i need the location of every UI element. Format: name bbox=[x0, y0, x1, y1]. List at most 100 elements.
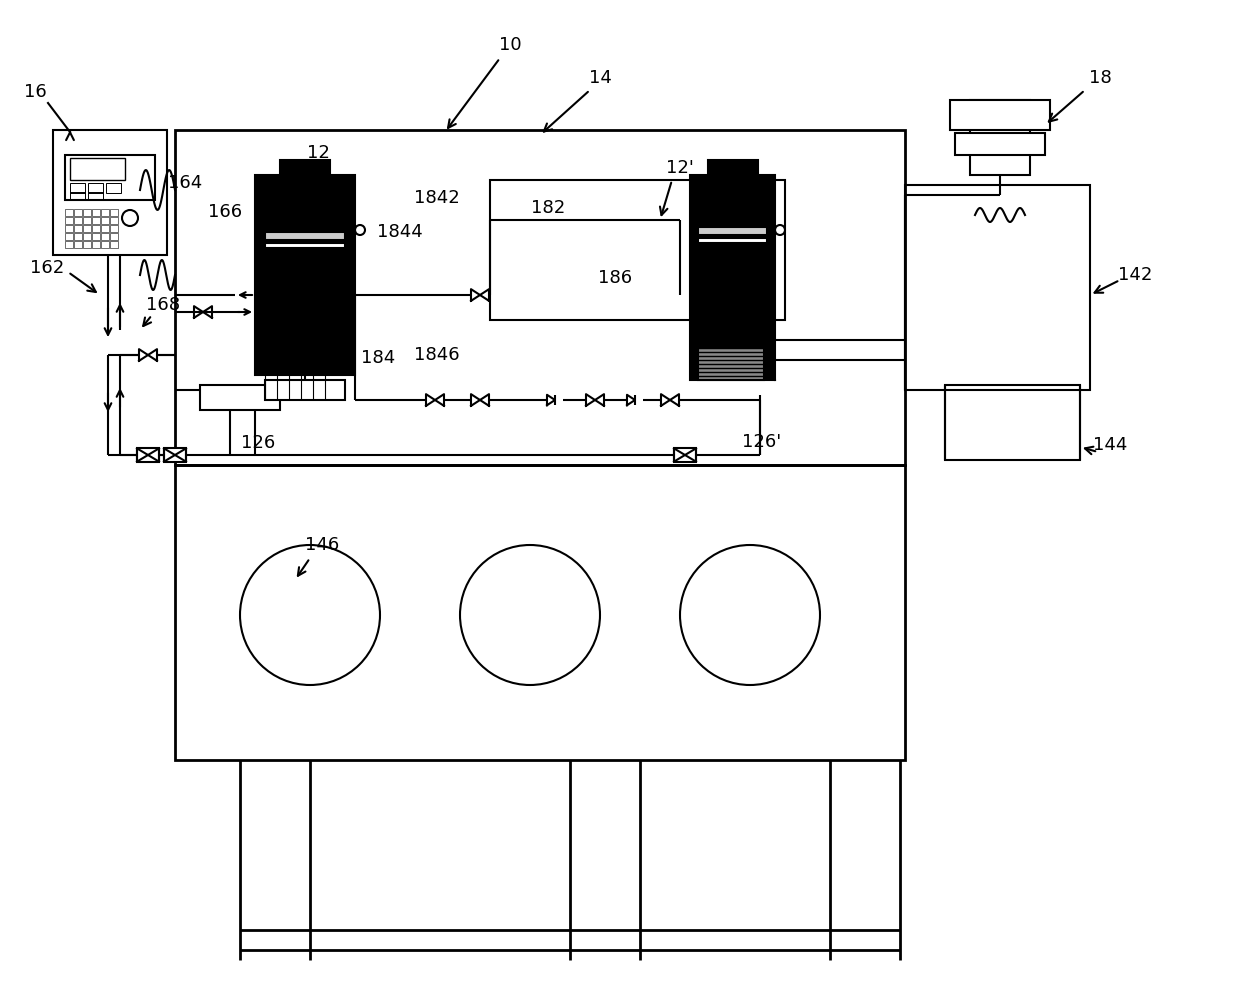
Bar bbox=[661, 395, 680, 406]
Text: 126': 126' bbox=[743, 433, 781, 451]
Bar bbox=[427, 395, 444, 406]
Bar bbox=[698, 349, 764, 352]
Bar bbox=[74, 225, 82, 232]
Bar bbox=[627, 395, 644, 406]
Bar bbox=[100, 225, 109, 232]
Bar bbox=[945, 385, 1080, 460]
Bar bbox=[698, 369, 764, 372]
Bar bbox=[69, 183, 86, 193]
Bar bbox=[88, 183, 103, 193]
Bar bbox=[268, 210, 342, 225]
Text: 10: 10 bbox=[498, 36, 521, 54]
Bar bbox=[698, 353, 764, 356]
Text: 12: 12 bbox=[306, 144, 330, 162]
Text: 1842: 1842 bbox=[414, 189, 460, 207]
Bar bbox=[69, 158, 125, 180]
Bar bbox=[83, 225, 91, 232]
Bar bbox=[689, 175, 775, 380]
Text: 164: 164 bbox=[167, 174, 202, 192]
Text: 18: 18 bbox=[1089, 69, 1111, 87]
Bar bbox=[64, 241, 73, 248]
Bar bbox=[83, 233, 91, 240]
Bar bbox=[471, 395, 489, 406]
Bar bbox=[64, 225, 73, 232]
Bar bbox=[105, 183, 122, 193]
Bar bbox=[280, 160, 330, 190]
Text: 186: 186 bbox=[598, 269, 632, 287]
Text: 1846: 1846 bbox=[414, 346, 460, 364]
Bar bbox=[136, 449, 159, 462]
Bar bbox=[708, 160, 758, 190]
Bar bbox=[83, 217, 91, 224]
Bar bbox=[74, 241, 82, 248]
Bar bbox=[255, 175, 355, 375]
Bar bbox=[100, 233, 109, 240]
Bar bbox=[547, 395, 563, 406]
Bar bbox=[164, 449, 186, 462]
Bar bbox=[471, 289, 489, 301]
Bar bbox=[53, 130, 167, 255]
Text: 184: 184 bbox=[361, 349, 396, 367]
Bar bbox=[175, 465, 905, 760]
Bar bbox=[698, 361, 764, 364]
Bar bbox=[255, 175, 355, 375]
Bar bbox=[265, 243, 345, 248]
Bar bbox=[950, 100, 1050, 130]
Bar bbox=[110, 241, 118, 248]
Bar bbox=[83, 241, 91, 248]
Bar bbox=[689, 175, 775, 380]
Bar bbox=[193, 306, 212, 318]
Bar bbox=[970, 100, 1030, 175]
Bar bbox=[675, 449, 696, 462]
Text: 14: 14 bbox=[589, 69, 611, 87]
Bar bbox=[100, 209, 109, 216]
Text: 168: 168 bbox=[146, 296, 180, 314]
Bar bbox=[88, 192, 103, 200]
Bar bbox=[92, 225, 100, 232]
Bar bbox=[200, 385, 280, 410]
Text: 126: 126 bbox=[241, 434, 275, 452]
Bar bbox=[698, 238, 768, 243]
Bar bbox=[100, 217, 109, 224]
Bar bbox=[698, 365, 764, 368]
Text: 144: 144 bbox=[1092, 436, 1127, 454]
Bar bbox=[110, 225, 118, 232]
Bar bbox=[92, 217, 100, 224]
Bar bbox=[74, 217, 82, 224]
Bar bbox=[139, 349, 157, 361]
Bar bbox=[698, 227, 768, 235]
Bar bbox=[698, 345, 764, 380]
Text: 182: 182 bbox=[531, 199, 565, 217]
Bar bbox=[587, 395, 604, 406]
Bar bbox=[110, 233, 118, 240]
Bar bbox=[69, 192, 86, 200]
Bar bbox=[175, 130, 905, 465]
Text: 16: 16 bbox=[24, 83, 46, 101]
Bar bbox=[110, 209, 118, 216]
Text: 162: 162 bbox=[30, 259, 64, 277]
Bar bbox=[955, 133, 1045, 155]
Bar bbox=[698, 373, 764, 376]
Text: 166: 166 bbox=[208, 203, 242, 221]
Text: 142: 142 bbox=[1117, 266, 1152, 284]
Text: 1844: 1844 bbox=[377, 223, 423, 241]
Bar bbox=[64, 217, 73, 224]
Bar bbox=[701, 205, 765, 220]
Bar bbox=[100, 241, 109, 248]
Bar bbox=[265, 380, 345, 400]
Bar bbox=[92, 233, 100, 240]
Bar bbox=[74, 233, 82, 240]
Bar bbox=[92, 209, 100, 216]
Bar bbox=[74, 209, 82, 216]
Bar bbox=[698, 377, 764, 380]
Text: 12': 12' bbox=[666, 159, 694, 177]
Bar bbox=[110, 217, 118, 224]
Bar bbox=[265, 232, 345, 240]
Bar bbox=[905, 185, 1090, 390]
Bar bbox=[83, 209, 91, 216]
Text: 146: 146 bbox=[305, 536, 339, 554]
Bar bbox=[490, 180, 785, 320]
Bar bbox=[64, 209, 73, 216]
Bar bbox=[92, 241, 100, 248]
Bar bbox=[64, 155, 155, 200]
